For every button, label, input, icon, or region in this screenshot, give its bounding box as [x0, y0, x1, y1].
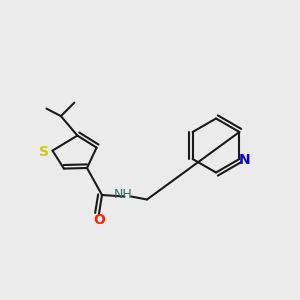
- Text: S: S: [39, 145, 49, 159]
- Text: N: N: [239, 154, 250, 167]
- Text: NH: NH: [114, 188, 132, 201]
- Text: O: O: [93, 213, 105, 227]
